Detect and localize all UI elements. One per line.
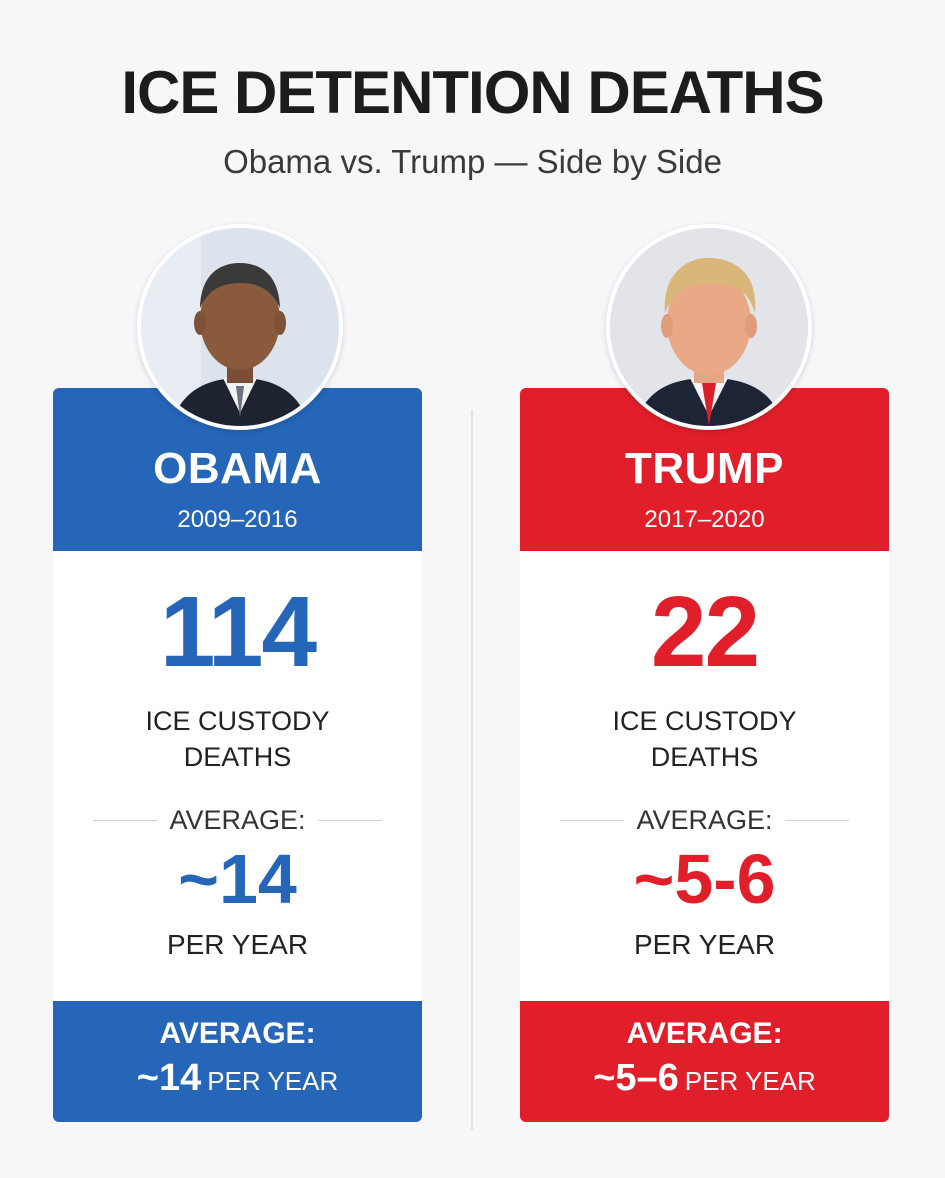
rule-right bbox=[317, 820, 383, 821]
obama-footer: AVERAGE: ~14 PER YEAR bbox=[53, 1001, 422, 1122]
obama-deaths-label: ICE CUSTODY DEATHS bbox=[53, 703, 422, 775]
obama-footer-label: AVERAGE: bbox=[159, 1017, 316, 1050]
trump-name: TRUMP bbox=[625, 444, 784, 493]
trump-years: 2017–2020 bbox=[644, 506, 765, 533]
rule-left bbox=[93, 820, 158, 821]
trump-per-year: PER YEAR bbox=[633, 929, 776, 960]
obama-name: OBAMA bbox=[153, 444, 322, 493]
trump-label-line2: DEATHS bbox=[650, 742, 759, 772]
obama-body: 114 ICE CUSTODY DEATHS AVERAGE: ~14 PER … bbox=[53, 551, 422, 1001]
obama-panel: OBAMA 2009–2016 114 ICE CUSTODY DEATHS A… bbox=[53, 388, 422, 1122]
obama-per-year: PER YEAR bbox=[166, 929, 309, 960]
trump-label-line1: ICE CUSTODY bbox=[612, 706, 797, 736]
page-title: ICE DETENTION DEATHS bbox=[121, 59, 824, 126]
trump-deaths-label: ICE CUSTODY DEATHS bbox=[520, 703, 889, 775]
trump-panel: TRUMP 2017–2020 22 ICE CUSTODY DEATHS AV… bbox=[520, 388, 889, 1122]
obama-average-value: ~14 bbox=[178, 840, 297, 918]
obama-average-row: AVERAGE: bbox=[93, 805, 383, 836]
obama-footer-number: ~14 bbox=[136, 1057, 202, 1099]
obama-average-label: AVERAGE: bbox=[169, 805, 306, 835]
trump-average-row: AVERAGE: bbox=[560, 805, 850, 836]
trump-footer: AVERAGE: ~5–6 PER YEAR bbox=[520, 1001, 889, 1122]
trump-body: 22 ICE CUSTODY DEATHS AVERAGE: ~5-6 PER … bbox=[520, 551, 889, 1001]
trump-footer-number: ~5–6 bbox=[593, 1057, 679, 1099]
trump-footer-unit: PER YEAR bbox=[684, 1066, 816, 1096]
trump-portrait-image bbox=[610, 228, 808, 426]
obama-deaths-count: 114 bbox=[159, 576, 317, 688]
obama-portrait-image bbox=[141, 228, 339, 426]
center-divider bbox=[471, 410, 473, 1130]
trump-footer-value: ~5–6 PER YEAR bbox=[520, 1057, 889, 1100]
obama-footer-unit: PER YEAR bbox=[207, 1066, 339, 1096]
page-subtitle: Obama vs. Trump — Side by Side bbox=[223, 143, 722, 180]
rule-left bbox=[560, 820, 625, 821]
trump-portrait bbox=[606, 224, 812, 430]
trump-footer-label: AVERAGE: bbox=[626, 1017, 783, 1050]
obama-footer-value: ~14 PER YEAR bbox=[53, 1057, 422, 1100]
trump-deaths-count: 22 bbox=[650, 576, 760, 688]
obama-label-line2: DEATHS bbox=[183, 742, 292, 772]
obama-years: 2009–2016 bbox=[177, 506, 298, 533]
obama-label-line1: ICE CUSTODY bbox=[145, 706, 330, 736]
rule-right bbox=[784, 820, 850, 821]
trump-average-label: AVERAGE: bbox=[636, 805, 773, 835]
obama-portrait bbox=[137, 224, 343, 430]
trump-average-value: ~5-6 bbox=[633, 840, 776, 918]
